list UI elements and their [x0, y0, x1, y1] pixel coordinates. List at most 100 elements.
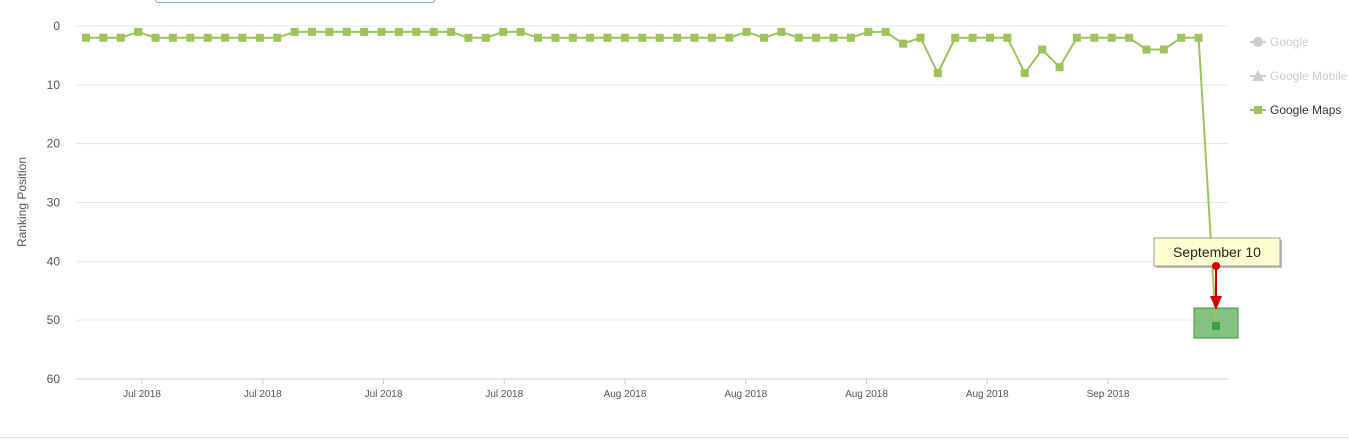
data-point[interactable]	[846, 33, 855, 42]
data-point[interactable]	[1038, 45, 1047, 54]
data-point[interactable]	[255, 33, 264, 42]
annotation-box	[1153, 237, 1281, 267]
data-point[interactable]	[1003, 33, 1012, 42]
data-point[interactable]	[620, 33, 629, 42]
data-point[interactable]	[603, 33, 612, 42]
data-point[interactable]	[638, 33, 647, 42]
x-axis: Jul 2018 Jul 2018 Jul 2018 Jul 2018 Aug 2018…	[76, 378, 1228, 400]
data-point[interactable]	[1090, 33, 1099, 42]
legend-item-google[interactable]: Google	[1250, 35, 1309, 49]
data-point[interactable]	[1212, 322, 1220, 331]
y-tick-label: 60	[47, 372, 61, 386]
data-point[interactable]	[777, 27, 786, 36]
data-point[interactable]	[742, 27, 751, 36]
data-point[interactable]	[1055, 63, 1064, 72]
search-box-edge[interactable]	[155, 0, 435, 3]
data-point[interactable]	[899, 39, 908, 48]
data-point[interactable]	[308, 27, 316, 36]
data-point[interactable]	[481, 33, 490, 42]
data-point[interactable]	[168, 33, 177, 42]
y-tick-label: 20	[47, 137, 61, 151]
data-point[interactable]	[1125, 33, 1134, 42]
data-point[interactable]	[151, 33, 160, 42]
y-axis-label: Ranking Position	[15, 157, 29, 247]
data-point[interactable]	[221, 33, 230, 42]
data-point[interactable]	[655, 33, 664, 42]
data-point[interactable]	[134, 27, 143, 36]
legend-label: Google	[1270, 35, 1309, 49]
x-tick-label: Aug 2018	[724, 389, 767, 400]
legend-item-google-mobile[interactable]: Google Mobile	[1250, 69, 1348, 83]
data-point[interactable]	[1194, 33, 1203, 42]
data-point[interactable]	[794, 33, 803, 42]
circle-icon	[1253, 37, 1263, 47]
data-point[interactable]	[1072, 33, 1081, 42]
triangle-icon	[1252, 70, 1264, 81]
data-point[interactable]	[551, 33, 560, 42]
data-point[interactable]	[568, 33, 577, 42]
data-point[interactable]	[377, 27, 386, 36]
data-point[interactable]	[516, 27, 525, 36]
data-point[interactable]	[447, 27, 456, 36]
bottom-divider	[0, 437, 1349, 438]
data-point[interactable]	[986, 33, 994, 42]
data-point[interactable]	[1177, 33, 1186, 42]
series-line	[86, 30, 1217, 327]
legend-item-google-maps[interactable]: Google Maps	[1250, 103, 1341, 117]
annotation-layer: September 10	[1153, 237, 1282, 311]
data-point[interactable]	[360, 27, 369, 36]
x-tick-label: Jul 2018	[244, 389, 282, 400]
data-point[interactable]	[325, 27, 334, 36]
data-point[interactable]	[586, 33, 595, 42]
data-point[interactable]	[725, 33, 734, 42]
data-point[interactable]	[394, 27, 403, 36]
data-point[interactable]	[933, 69, 942, 78]
data-point[interactable]	[1142, 45, 1151, 54]
data-point[interactable]	[690, 33, 699, 42]
data-point[interactable]	[1159, 45, 1168, 54]
data-point[interactable]	[82, 33, 90, 42]
data-point[interactable]	[290, 27, 299, 36]
data-point[interactable]	[116, 33, 125, 42]
data-point[interactable]	[1020, 69, 1029, 78]
data-point[interactable]	[273, 33, 282, 42]
data-point[interactable]	[812, 33, 821, 42]
data-point[interactable]	[829, 33, 838, 42]
data-point[interactable]	[342, 27, 351, 36]
data-point[interactable]	[499, 27, 508, 36]
data-point[interactable]	[1107, 33, 1116, 42]
square-icon	[1254, 106, 1262, 114]
x-tick-label: Jul 2018	[485, 389, 523, 400]
data-point[interactable]	[238, 33, 247, 42]
y-tick-label: 0	[53, 19, 60, 33]
legend-label: Google Mobile	[1270, 69, 1348, 83]
legend: Google Google Mobile Google Maps	[1250, 35, 1348, 117]
data-point[interactable]	[464, 33, 473, 42]
data-point[interactable]	[203, 33, 212, 42]
y-tick-label: 50	[47, 313, 61, 327]
annotation-label: September 10	[1173, 244, 1261, 260]
grid-lines	[76, 25, 1228, 380]
data-point[interactable]	[968, 33, 977, 42]
data-point[interactable]	[864, 27, 873, 36]
data-point[interactable]	[881, 27, 890, 36]
data-point[interactable]	[99, 33, 108, 42]
data-point[interactable]	[429, 27, 438, 36]
annotation-arrow-head	[1210, 296, 1222, 311]
x-tick-label: Sep 2018	[1087, 389, 1130, 400]
y-axis-ticks: 0 10 20 30 40 50 60	[47, 19, 61, 386]
data-point[interactable]	[412, 27, 421, 36]
data-point[interactable]	[534, 33, 542, 42]
y-tick-label: 40	[47, 254, 61, 268]
data-point[interactable]	[673, 33, 682, 42]
x-tick-label: Jul 2018	[365, 389, 403, 400]
data-point[interactable]	[916, 33, 925, 42]
data-point[interactable]	[707, 33, 716, 42]
x-tick-label: Aug 2018	[604, 389, 647, 400]
data-point[interactable]	[760, 33, 768, 42]
legend-label: Google Maps	[1270, 103, 1341, 117]
data-point[interactable]	[186, 33, 195, 42]
data-point[interactable]	[951, 33, 960, 42]
y-tick-label: 10	[47, 78, 61, 92]
